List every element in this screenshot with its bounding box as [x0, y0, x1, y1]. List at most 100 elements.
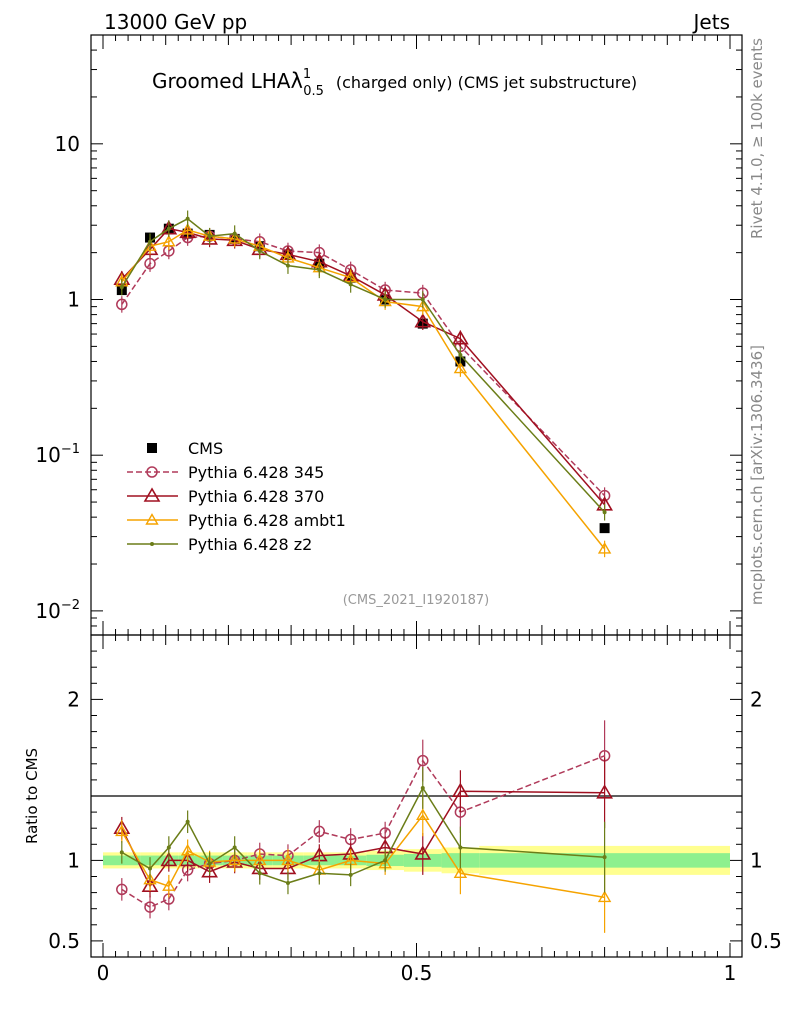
- ratio-point-series-0-point-1: [144, 901, 156, 913]
- ratio-point-series-1-point-2: [160, 851, 178, 867]
- ratio-line-series-0: [121, 755, 605, 908]
- ratio-plot-panel: 0.5 0.5 1 1 2 2 0 0.5 1 Ratio to CMS: [23, 634, 782, 985]
- main-point-series-1-point-1: [144, 257, 156, 270]
- ratio-point-series-0-point-11: [417, 754, 429, 767]
- legend-marker-0: [147, 443, 157, 453]
- ratio-point-series-0-point-8: [313, 825, 326, 838]
- ratio-line-series-1: [121, 790, 605, 888]
- header-left: 13000 GeV pp: [104, 10, 247, 34]
- ratio-point-series-0-point-0: [116, 883, 128, 896]
- main-point-series-4-point-1: [148, 239, 153, 244]
- ratio-xtick-label-0: 0: [97, 961, 110, 985]
- ratio-point-series-3-point-13: [602, 855, 607, 860]
- main-point-series-3-point-12: [453, 361, 468, 374]
- title-main: Groomed LHA: [152, 69, 291, 93]
- ratio-point-series-3-point-11: [420, 785, 425, 790]
- side-label-mcplots: mcplots.cern.ch [arXiv:1306.3436]: [748, 345, 766, 605]
- main-point-series-2-point-12: [451, 330, 469, 345]
- legend-label-3: Pythia 6.428 ambt1: [188, 511, 346, 530]
- main-ytick-label-1: 10−1: [35, 442, 80, 467]
- ratio-ticks-layer: 0.5 0.5 1 1 2 2 0 0.5 1: [48, 634, 782, 985]
- ratio-point-series-3-point-4: [207, 861, 212, 866]
- side-label-rivet: Rivet 4.1.0, ≥ 100k events: [748, 38, 766, 239]
- title-sup: 1: [303, 67, 311, 82]
- legend-label-2: Pythia 6.428 370: [188, 487, 324, 506]
- main-point-series-4-point-5: [232, 231, 237, 236]
- ratio-series-layer: [113, 720, 613, 933]
- main-series-layer: [113, 210, 613, 558]
- ratio-point-series-3-point-1: [148, 866, 153, 871]
- ratio-line-series-2: [121, 814, 605, 899]
- ratio-ytick-label-left-0: 0.5: [48, 929, 80, 953]
- title-symbol: λ: [290, 69, 302, 93]
- ratio-point-series-2-point-1: [143, 872, 157, 885]
- ratio-point-series-2-point-2: [162, 879, 176, 891]
- main-point-series-4-point-9: [348, 282, 353, 287]
- main-ytick-label-exp-0: −2: [61, 598, 80, 613]
- legend-label-0: CMS: [188, 439, 223, 458]
- ratio-point-series-3-point-0: [119, 850, 124, 855]
- ratio-point-series-2-point-13: [597, 890, 612, 903]
- main-point-series-0-point-13: [599, 523, 610, 534]
- legend-label-4: Pythia 6.428 z2: [188, 535, 312, 554]
- main-ytick-label-exp-1: −1: [61, 442, 80, 457]
- ratio-point-series-1-point-13: [596, 784, 613, 799]
- chart-title: Groomed LHAλ1 0.5 (charged only) (CMS jet …: [152, 67, 637, 99]
- ratio-xtick-label-2: 1: [724, 961, 737, 985]
- main-ytick-label-base-3: 10: [55, 132, 80, 156]
- main-line-series-3: [121, 229, 606, 550]
- ratio-point-series-1-point-11: [414, 845, 432, 860]
- ratio-point-series-2-point-0: [115, 824, 129, 837]
- main-point-series-3-point-13: [597, 542, 612, 554]
- main-point-series-3-point-5: [227, 232, 242, 244]
- main-ytick-label-2: 1: [67, 288, 80, 312]
- main-line-series-1: [121, 235, 606, 497]
- legend-marker-3: [145, 513, 159, 525]
- main-ytick-label-base-1: 10: [35, 443, 60, 467]
- main-point-series-4-point-11: [420, 297, 425, 302]
- analysis-label: (CMS_2021_I1920187): [343, 593, 490, 608]
- ratio-point-series-3-point-3: [185, 819, 190, 824]
- ratio-point-series-2-point-11: [416, 808, 430, 821]
- ratio-point-series-1-point-12: [451, 782, 469, 797]
- main-point-series-4-point-4: [207, 234, 212, 239]
- legend-label-1: Pythia 6.428 345: [188, 463, 324, 482]
- ratio-line-series-3: [121, 786, 605, 884]
- main-point-series-4-point-8: [317, 267, 322, 272]
- legend-marker-2: [143, 487, 161, 502]
- header-right: Jets: [692, 10, 730, 34]
- ratio-point-series-3-point-10: [383, 858, 388, 863]
- ratio-point-series-1-point-1: [141, 877, 159, 892]
- title-sub: 0.5: [303, 84, 324, 99]
- ratio-point-series-2-point-3: [180, 843, 195, 856]
- ratio-ytick-label-left-2: 2: [67, 687, 80, 711]
- main-point-series-3-point-3: [180, 222, 195, 235]
- main-point-series-2-point-11: [414, 313, 432, 328]
- main-ytick-label-base-2: 1: [67, 288, 80, 312]
- legend-marker-1: [146, 466, 158, 478]
- main-point-series-1-point-0: [116, 298, 128, 311]
- main-ytick-label-0: 10−2: [35, 598, 80, 623]
- ratio-point-series-1-point-3: [179, 851, 197, 867]
- ratio-plot-frame: [90, 634, 743, 958]
- ratio-point-series-3-point-12: [458, 845, 463, 850]
- ratio-ytick-label-right-0: 0.5: [750, 929, 782, 953]
- legend: CMS Pythia 6.428 345 Pythia 6.428 370 Pythi…: [127, 439, 346, 554]
- ratio-ytick-label-left-1: 1: [67, 848, 80, 872]
- main-point-series-4-point-2: [166, 226, 171, 231]
- ratio-bands-layer: [103, 845, 730, 875]
- ratio-point-series-3-point-7: [285, 880, 290, 885]
- ratio-xtick-label-1: 0.5: [401, 961, 433, 985]
- main-line-series-4: [121, 217, 606, 513]
- ratio-point-series-2-point-12: [453, 866, 468, 878]
- main-point-series-3-point-2: [162, 234, 176, 247]
- ratio-point-series-2-point-7: [281, 853, 295, 866]
- ratio-ytick-label-right-1: 1: [750, 848, 763, 872]
- main-ytick-label-base-0: 10: [35, 599, 60, 623]
- ratio-point-series-3-point-9: [348, 872, 353, 877]
- ratio-point-series-3-point-2: [166, 845, 171, 850]
- main-point-series-4-point-12: [458, 353, 463, 358]
